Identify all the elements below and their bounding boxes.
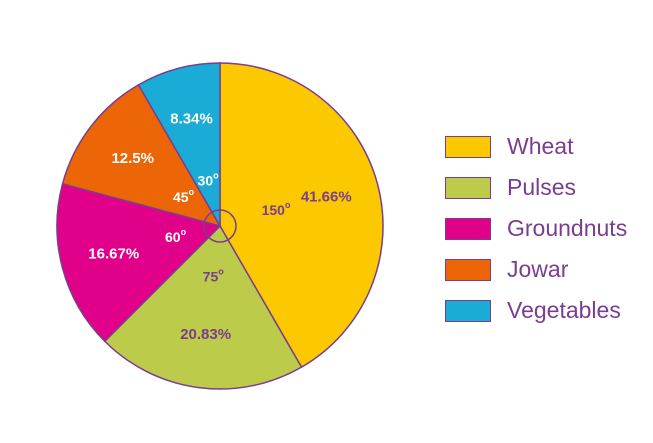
legend-item-groundnuts: Groundnuts xyxy=(445,208,627,249)
pie-slices xyxy=(56,62,384,390)
legend-item-vegetables: Vegetables xyxy=(445,290,627,331)
percent-label-vegetables: 8.34% xyxy=(170,111,213,128)
legend-item-jowar: Jowar xyxy=(445,249,627,290)
legend: Wheat Pulses Groundnuts Jowar Vegetables xyxy=(445,126,627,331)
legend-label: Pulses xyxy=(507,174,577,200)
slice-groundnuts xyxy=(56,182,222,343)
legend-item-wheat: Wheat xyxy=(445,126,627,167)
angle-label-wheat: 150o xyxy=(262,200,291,217)
legend-swatch xyxy=(445,217,491,240)
slice-pulses xyxy=(103,224,303,390)
legend-label: Wheat xyxy=(507,133,574,159)
percent-label-jowar: 12.5% xyxy=(111,150,154,167)
angle-label-jowar: 45o xyxy=(173,187,195,204)
legend-swatch xyxy=(445,258,491,281)
legend-swatch xyxy=(445,299,491,322)
slice-labels: 41.66% 150o 20.83% 75o 16.67% 60o 12.5% 45o 8.34… xyxy=(88,111,351,343)
percent-label-pulses: 20.83% xyxy=(180,326,231,343)
angle-label-vegetables: 30o xyxy=(198,171,220,188)
percent-label-wheat: 41.66% xyxy=(301,188,352,205)
legend-swatch xyxy=(445,135,491,158)
legend-label: Vegetables xyxy=(507,297,621,323)
slice-vegetables xyxy=(137,62,221,229)
slice-jowar xyxy=(61,83,222,228)
legend-label: Jowar xyxy=(507,256,569,282)
slice-wheat xyxy=(219,62,384,369)
angle-label-pulses: 75o xyxy=(203,267,225,284)
center-angle-marker xyxy=(203,209,237,243)
legend-label: Groundnuts xyxy=(507,215,628,241)
angle-label-groundnuts: 60o xyxy=(165,227,187,244)
percent-label-groundnuts: 16.67% xyxy=(88,245,139,262)
legend-swatch xyxy=(445,176,491,199)
legend-item-pulses: Pulses xyxy=(445,167,627,208)
